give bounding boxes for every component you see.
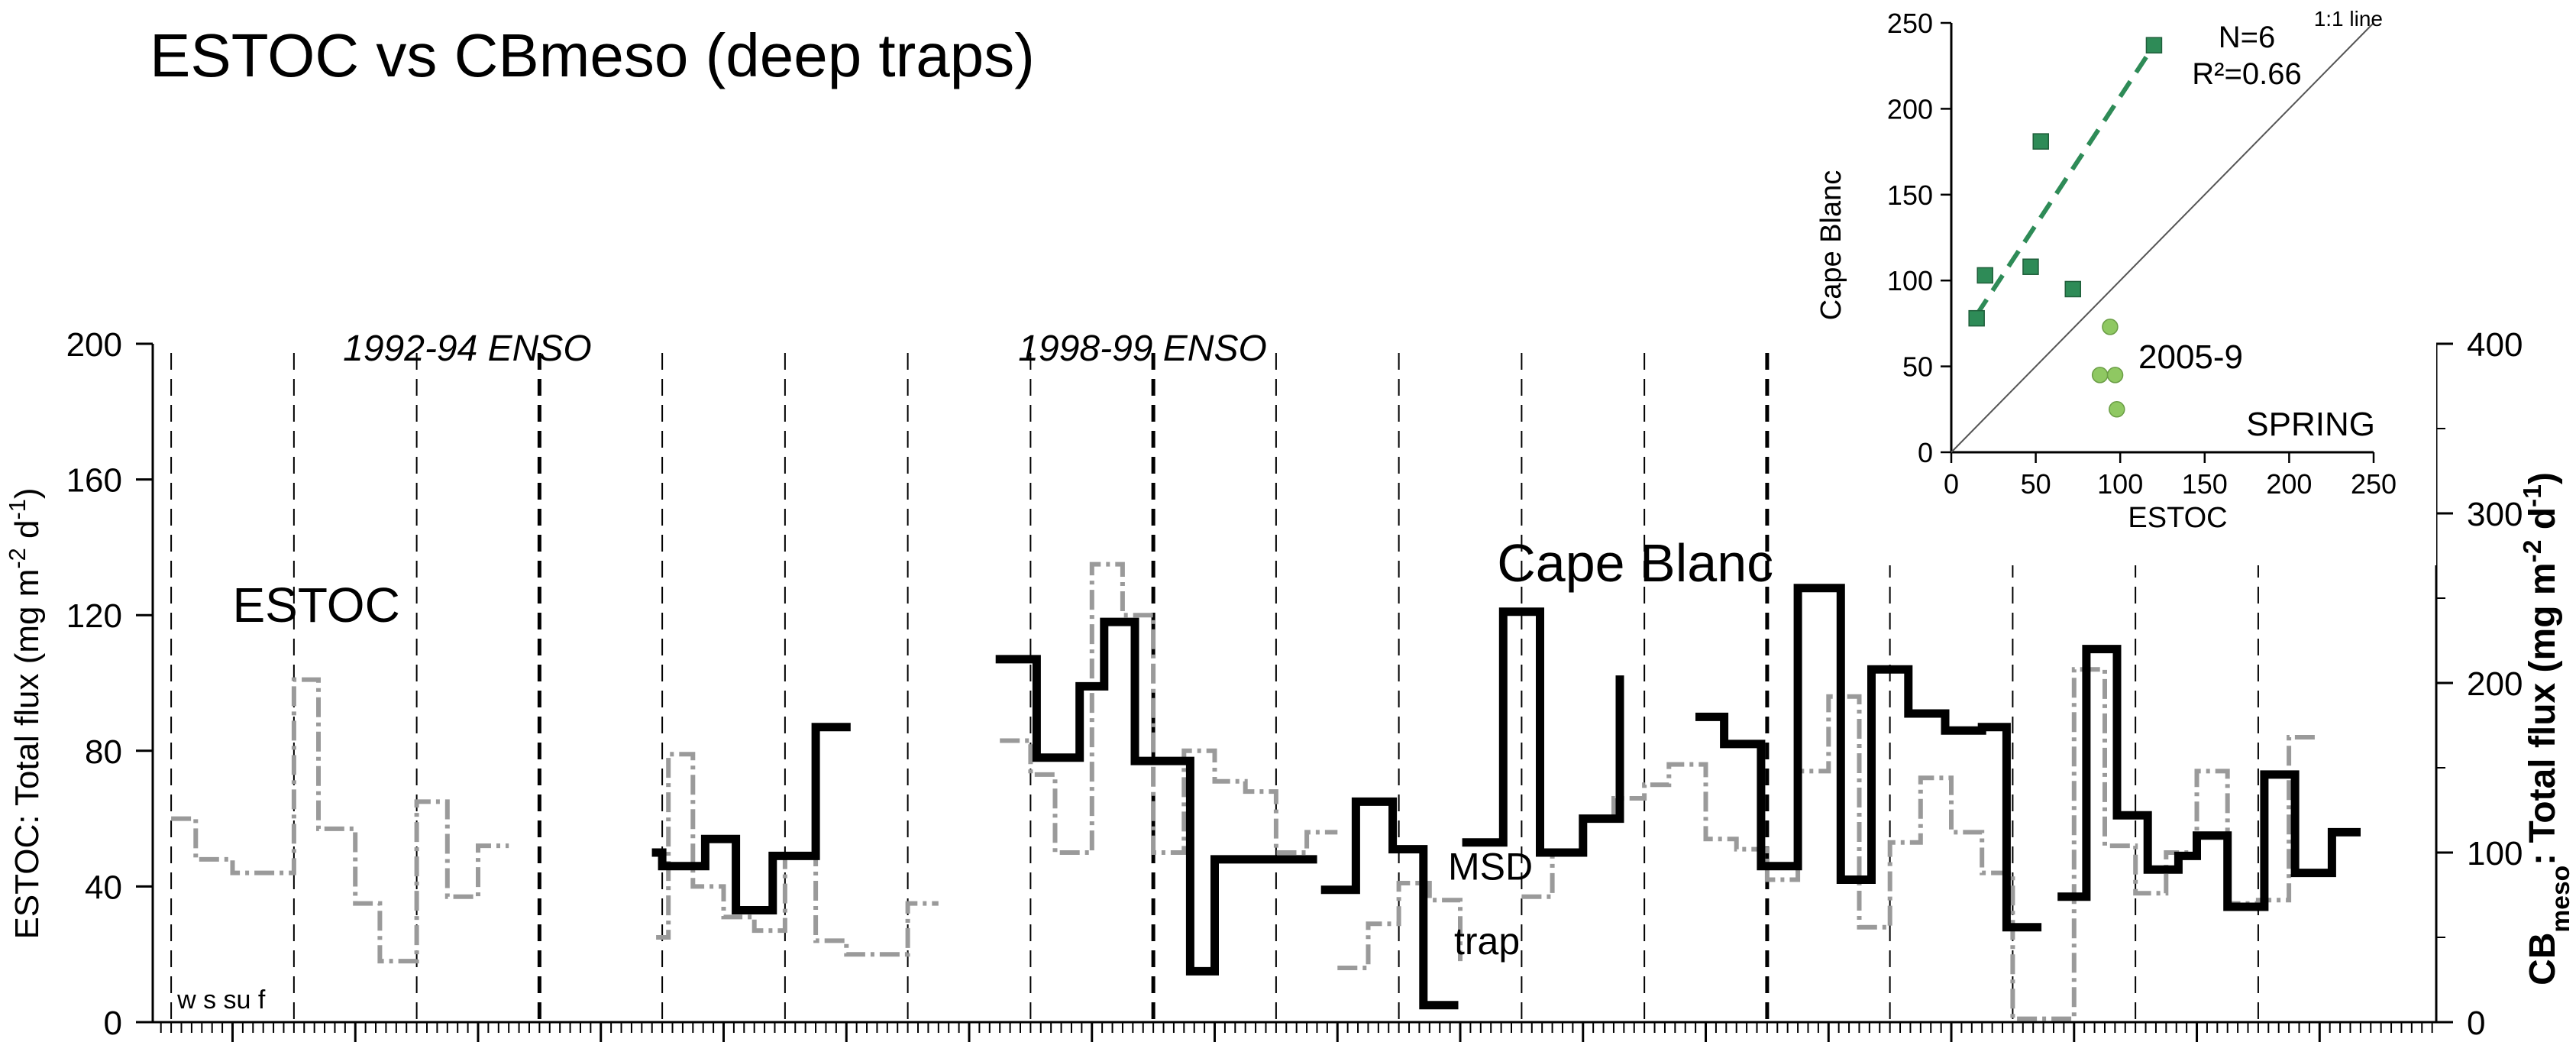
series-cape-blanc <box>651 584 2361 1010</box>
cape-blanc-flux-step-line <box>1320 797 1459 1010</box>
inset-x-tick-label: 0 <box>1944 468 1959 500</box>
cape-blanc-flux-step-line <box>995 617 1317 976</box>
cape-blanc-flux-step-line <box>1695 584 2042 932</box>
season-labels: w s su f <box>176 985 266 1015</box>
cape-blanc-flux-step-line <box>1462 607 1624 857</box>
inset-x-tick-label: 250 <box>2351 468 2397 500</box>
right-tick-label: 300 <box>2467 496 2523 533</box>
left-tick-label: 160 <box>66 462 122 500</box>
inset-y-tick-label: 0 <box>1918 437 1933 468</box>
estoc-flux-step-line <box>1000 561 1338 855</box>
right-tick-label: 200 <box>2467 665 2523 703</box>
inset-scatter-chart: 0 50 100 150 200 250 0 50 100 150 200 250 ESTOC Cape … <box>1787 0 2436 565</box>
enso-annotation: 1998-99 ENSO <box>1018 328 1267 369</box>
period-2005-9-point <box>2106 367 2124 383</box>
enso-annotation: 1992-94 ENSO <box>343 328 592 369</box>
right-tick-label: 0 <box>2467 1005 2485 1042</box>
inset-x-tick-label: 50 <box>2021 468 2051 500</box>
period-2005-9-point <box>2102 319 2119 335</box>
inset-background <box>1787 0 2436 565</box>
inset-r2-label: R²=0.66 <box>2192 57 2301 91</box>
inset-x-tick-label: 200 <box>2266 468 2312 500</box>
spring-point <box>2145 37 2163 53</box>
inset-y-tick-label: 200 <box>1887 93 1933 125</box>
one-to-one-label: 1:1 line <box>2314 7 2383 31</box>
inset-n-label: N=6 <box>2219 21 2276 54</box>
inset-y-tick-label: 250 <box>1887 8 1933 39</box>
inset-x-tick-label: 150 <box>2182 468 2228 500</box>
inset-x-axis-label: ESTOC <box>2128 502 2227 534</box>
series-estoc <box>171 561 2320 1021</box>
left-tick-label: 80 <box>85 733 122 771</box>
left-tick-label: 40 <box>85 869 122 906</box>
right-tick-label: 400 <box>2467 326 2523 364</box>
period-2005-9-point <box>2091 367 2109 383</box>
spring-point <box>2032 133 2049 150</box>
msd-trap-label: MSD <box>1448 846 1533 888</box>
inset-y-tick-label: 100 <box>1887 265 1933 296</box>
left-tick-label: 200 <box>66 326 122 364</box>
cape-blanc-flux-step-line <box>2057 645 2361 911</box>
spring-trend-line <box>1974 38 2160 316</box>
estoc-series-label: ESTOC <box>232 578 399 633</box>
estoc-flux-step-line <box>1337 881 1463 970</box>
cape-blanc-flux-step-line <box>651 723 851 914</box>
period-2005-9-point <box>2109 401 2125 418</box>
chart-title: ESTOC vs CBmeso (deep traps) <box>150 21 1035 89</box>
left-axis-label: ESTOC: Total flux (mg m-2 d-1) <box>4 487 47 939</box>
msd-trap-label: trap <box>1454 920 1520 963</box>
right-axis-label: CBmeso: Total flux (mg m-2 d-1) <box>2519 472 2575 985</box>
spring-series-label: SPRING <box>2246 406 2375 443</box>
inset-y-tick-label: 50 <box>1902 351 1933 383</box>
spring-point <box>2022 258 2039 275</box>
spring-point <box>1968 309 1985 327</box>
spring-point <box>1976 267 1993 284</box>
estoc-flux-step-line <box>171 677 509 964</box>
period-2005-9-label: 2005-9 <box>2138 338 2243 376</box>
inset-y-tick-label: 150 <box>1887 180 1933 211</box>
inset-x-tick-label: 100 <box>2097 468 2143 500</box>
inset-y-axis-label: Cape Blanc <box>1815 170 1847 320</box>
spring-point <box>2064 280 2082 298</box>
right-tick-label: 100 <box>2467 835 2523 872</box>
estoc-flux-step-line <box>656 752 939 957</box>
cape-blanc-series-label: Cape Blanc <box>1497 533 1773 593</box>
one-to-one-line <box>1951 22 2374 453</box>
left-tick-label: 120 <box>66 597 122 635</box>
left-tick-label: 0 <box>104 1005 122 1042</box>
